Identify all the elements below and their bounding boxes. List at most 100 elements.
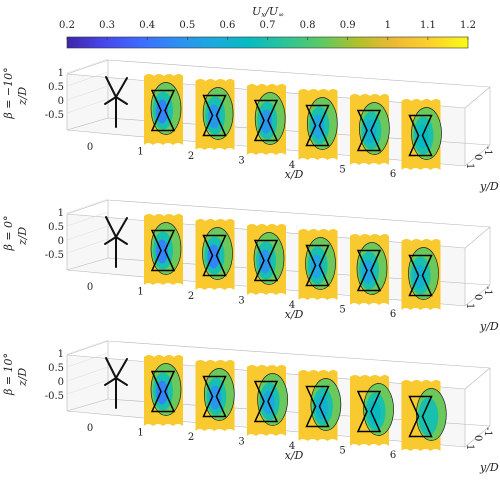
back-grid — [66, 58, 109, 114]
rotor-outline — [253, 99, 279, 142]
colorbar-tick-label: 0.6 — [219, 20, 235, 31]
panel-beta-plus-10: 10.50-0.5z/Dβ = 10°0 1 2 3 4 5 6x/D10-1y/D — [2, 339, 499, 474]
x-tick-label: 0 — [87, 282, 93, 293]
wake-core — [260, 109, 273, 134]
z-tick-label: -0.5 — [45, 110, 64, 121]
wake-plane — [298, 89, 338, 160]
rotor-outline — [305, 244, 330, 287]
z-tick-label: -0.5 — [45, 250, 64, 261]
x-tick-labels: 0 1 2 3 4 5 6 — [87, 282, 396, 320]
y-tick-label: 1 — [464, 444, 475, 450]
rotor-outline — [356, 390, 382, 433]
rotor-outline — [202, 234, 227, 277]
x-tick-label: 2 — [188, 151, 194, 162]
y-tick-label: 1 — [464, 163, 475, 169]
x-tick-label: 4 — [289, 160, 295, 171]
x-tick-label: 6 — [390, 169, 396, 180]
rotor-outline — [202, 94, 227, 137]
x-tick-label: 6 — [390, 450, 396, 461]
colorbar-tick-label: 0.5 — [179, 20, 195, 31]
rotor-outline — [356, 249, 382, 292]
colorbar-tick-label: 1.2 — [460, 20, 476, 31]
wake-plane — [401, 99, 442, 170]
y-tick-labels: 1 0-1 — [464, 286, 493, 309]
rotor-outline — [202, 375, 227, 418]
x-tick-label: 6 — [390, 309, 396, 320]
colorbar-tick-label: 0.4 — [139, 20, 155, 31]
wake-plane — [350, 234, 389, 305]
rotor-outline — [408, 395, 433, 438]
wake-core — [368, 400, 381, 425]
colorbar-tick-label: 1.1 — [420, 20, 436, 31]
z-axis-label: z/D — [16, 227, 29, 247]
x-tick-label: 5 — [339, 305, 345, 316]
y-axis-label: y/D — [479, 461, 499, 474]
x-tick-labels: 0 1 2 3 4 5 6 — [87, 423, 396, 461]
x-axis-label: x/D — [285, 449, 304, 462]
x-tick-label: 4 — [289, 300, 295, 311]
wake-plane — [144, 214, 183, 285]
row-label: β = 10° — [2, 353, 15, 396]
turbine-icon — [104, 357, 128, 409]
y-tick-label: 0 — [472, 435, 483, 441]
panel-beta-0: 10.50-0.5z/Dβ = 0°0 1 2 3 4 5 6x/D10-1y/D — [2, 198, 499, 333]
colorbar: Ux/U∞ 0.2 0.3 0.4 0.5 0.6 0.7 0.8 0.9 1 1.1 1.2 — [59, 5, 476, 49]
z-tick-labels: 1 0.5 0 -0.5 — [45, 208, 64, 261]
wake-plane — [247, 365, 288, 436]
back-grid — [66, 339, 109, 395]
back-grid — [66, 198, 109, 254]
x-tick-label: 1 — [137, 147, 143, 158]
y-tick-label: 0 — [472, 154, 483, 160]
z-tick-label: 0 — [58, 236, 64, 247]
z-axis-label: z/D — [16, 368, 29, 388]
colorbar-tick-label: 0.2 — [59, 20, 75, 31]
panel-beta-minus-10: 10.50-0.5z/Dβ = −10°0 1 2 3 4 5 6x/D10-1y/D — [2, 58, 499, 193]
x-tick-label: 5 — [339, 446, 345, 457]
x-tick-label: 0 — [87, 142, 93, 153]
rotor-outline — [408, 254, 433, 297]
row-label: β = 0° — [2, 215, 15, 251]
y-tick-label: -1 — [482, 146, 493, 156]
colorbar-tick-label: 1 — [385, 20, 391, 31]
x-tick-label: 3 — [238, 296, 244, 307]
x-axis-label: x/D — [285, 308, 304, 321]
x-tick-label: 3 — [238, 156, 244, 167]
wake-plane — [298, 370, 342, 441]
z-tick-label: 1 — [58, 208, 64, 219]
colorbar-tick-label: 0.9 — [340, 20, 356, 31]
wake-plane — [195, 219, 235, 290]
wake-plane — [144, 355, 183, 426]
z-tick-label: 0 — [58, 96, 64, 107]
y-tick-label: 0 — [472, 294, 483, 300]
colorbar-ticks — [66, 37, 469, 40]
wake-plane — [350, 94, 390, 165]
rotor-outline — [305, 104, 330, 147]
x-tick-label: 1 — [137, 287, 143, 298]
turbine-icon — [104, 216, 128, 268]
rotor-outline — [253, 380, 279, 423]
y-tick-label: 1 — [464, 303, 475, 309]
rotor-outline — [305, 385, 330, 428]
wake-core — [208, 104, 221, 129]
colorbar-label: Ux/U∞ — [252, 5, 284, 19]
z-tick-labels: 1 0.5 0 -0.5 — [45, 349, 64, 402]
wake-plane — [247, 84, 286, 155]
z-tick-labels: 1 0.5 0 -0.5 — [45, 68, 64, 121]
wake-plane — [298, 229, 338, 300]
turbine-icon — [104, 76, 128, 128]
wake-plane — [195, 79, 235, 150]
x-tick-label: 1 — [137, 428, 143, 439]
rotor-outline — [356, 109, 382, 152]
wake-plane — [401, 239, 441, 310]
wake-plane — [195, 360, 235, 431]
rotor-outline — [150, 89, 176, 132]
colorbar-tick-label: 0.8 — [300, 20, 316, 31]
z-tick-label: -0.5 — [45, 391, 64, 402]
x-tick-labels: 0 1 2 3 4 5 6 — [87, 142, 396, 180]
z-tick-label: 0 — [58, 377, 64, 388]
z-tick-label: 0.5 — [48, 82, 64, 93]
x-axis-label: x/D — [285, 168, 304, 181]
x-tick-label: 4 — [289, 441, 295, 452]
x-tick-label: 2 — [188, 432, 194, 443]
